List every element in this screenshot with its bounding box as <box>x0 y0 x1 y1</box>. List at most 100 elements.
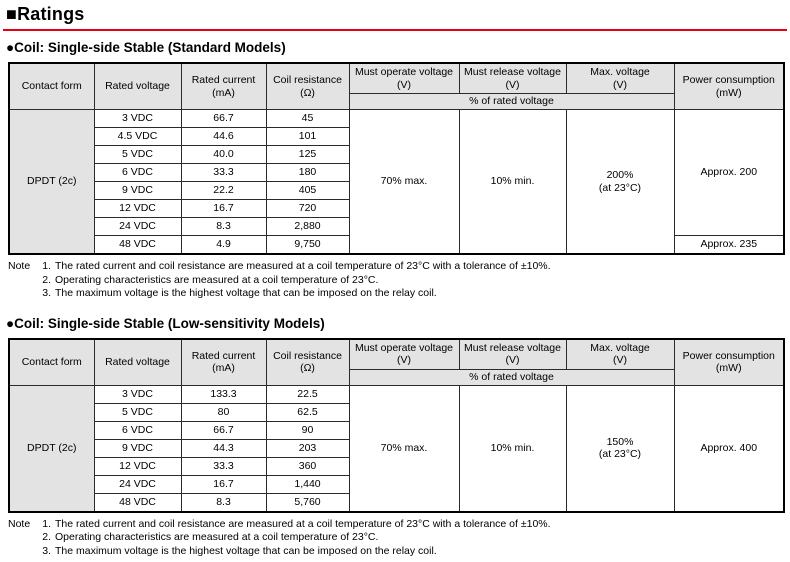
note-text: The rated current and coil resistance ar… <box>55 260 551 272</box>
notes-low-sensitivity: Note 1. The rated current and coil resis… <box>8 518 790 559</box>
coil-resistance-cell: 101 <box>265 127 350 146</box>
rated-current-cell: 33.3 <box>180 163 267 182</box>
page-title-text: Ratings <box>17 4 85 24</box>
notes-standard: Note 1. The rated current and coil resis… <box>8 260 790 301</box>
subheader-row: % of rated voltage <box>9 93 784 110</box>
note-line: 2. Operating characteristics are measure… <box>8 274 790 288</box>
note-line: Note 1. The rated current and coil resis… <box>8 260 790 274</box>
note-number: 2. <box>42 273 51 286</box>
section-heading-text: Coil: Single-side Stable (Standard Model… <box>14 40 286 55</box>
contact-form-header: Contact form <box>8 338 95 386</box>
coil-resistance-cell: 45 <box>265 109 350 128</box>
must-operate-cell: 70% max. <box>348 384 460 512</box>
coil-resistance-header: Coil resistance (Ω) <box>265 62 350 110</box>
contact-form-cell: DPDT (2c) <box>8 109 95 255</box>
circle-bullet-icon: ● <box>6 315 15 331</box>
rated-current-cell: 44.6 <box>180 127 267 146</box>
max-voltage-header: Max. voltage (V) <box>565 62 675 94</box>
note-number: 3. <box>42 544 51 557</box>
rated-current-cell: 8.3 <box>180 217 267 236</box>
rated-voltage-cell: 48 VDC <box>93 235 182 255</box>
pct-of-rated-header: % of rated voltage <box>348 368 675 386</box>
table-row: 5 VDC 80 62.5 <box>9 402 784 422</box>
rated-voltage-cell: 5 VDC <box>93 402 182 422</box>
rated-current-header: Rated current (mA) <box>180 338 267 386</box>
contact-form-header: Contact form <box>8 62 95 110</box>
subheader-row: % of rated voltage <box>9 368 784 386</box>
coil-resistance-cell: 405 <box>265 181 350 200</box>
rated-current-cell: 133.3 <box>180 384 267 404</box>
must-operate-header: Must operate voltage (V) <box>348 338 460 370</box>
low-sensitivity-models-table: Contact form Rated voltage Rated current… <box>8 337 785 513</box>
coil-resistance-cell: 125 <box>265 145 350 164</box>
power-consumption-cell: Approx. 200 <box>673 109 785 236</box>
table-row: 48 VDC 8.3 5,760 <box>9 492 784 512</box>
coil-resistance-cell: 90 <box>265 420 350 440</box>
table-row: DPDT (2c) 3 VDC 133.3 22.5 70% max. 10% … <box>8 384 785 512</box>
rated-current-cell: 66.7 <box>180 420 267 440</box>
rated-voltage-cell: 6 VDC <box>93 420 182 440</box>
rated-voltage-cell: 9 VDC <box>93 181 182 200</box>
rated-current-cell: 16.7 <box>180 474 267 494</box>
rated-current-cell: 33.3 <box>180 456 267 476</box>
note-label: Note <box>8 517 31 530</box>
note-text: The maximum voltage is the highest volta… <box>55 544 437 557</box>
table-row: 6 VDC 33.3 180 <box>9 163 784 182</box>
rated-current-cell: 22.2 <box>180 181 267 200</box>
square-bullet-icon: ■ <box>6 4 18 24</box>
table-row: 6 VDC 66.7 90 <box>9 420 784 440</box>
note-line: 2. Operating characteristics are measure… <box>8 531 790 545</box>
table-row: DPDT (2c) 3 VDC 66.7 45 70% max. 10% min… <box>8 109 785 255</box>
note-line: 3. The maximum voltage is the highest vo… <box>8 287 790 301</box>
rated-current-cell: 66.7 <box>180 109 267 128</box>
header-row: Contact form Rated voltage Rated current… <box>8 338 785 386</box>
section-heading-low-sensitivity: ●Coil: Single-side Stable (Low-sensitivi… <box>6 316 790 332</box>
max-voltage-header: Max. voltage (V) <box>565 338 675 370</box>
note-number: 3. <box>42 287 51 299</box>
must-release-cell: 10% min. <box>458 384 567 512</box>
note-number: 2. <box>42 531 51 543</box>
page-title: ■Ratings <box>6 3 790 25</box>
section-heading-standard: ●Coil: Single-side Stable (Standard Mode… <box>6 40 790 56</box>
note-label: Note <box>8 260 31 272</box>
note-number: 1. <box>42 517 51 530</box>
coil-resistance-cell: 360 <box>265 456 350 476</box>
max-voltage-cell: 150% (at 23°C) <box>565 384 675 512</box>
rated-voltage-cell: 24 VDC <box>93 474 182 494</box>
header-row: Contact form Rated voltage Rated current… <box>8 62 785 110</box>
rated-current-cell: 8.3 <box>180 492 267 512</box>
circle-bullet-icon: ● <box>6 40 15 55</box>
table-row: 12 VDC 16.7 720 <box>9 199 784 218</box>
rated-current-cell: 40.0 <box>180 145 267 164</box>
power-consumption-header: Power consumption (mW) <box>673 62 785 110</box>
power-consumption-last-cell: Approx. 235 <box>673 235 785 255</box>
rated-current-header: Rated current (mA) <box>180 62 267 110</box>
coil-resistance-cell: 2,880 <box>265 217 350 236</box>
rated-voltage-header: Rated voltage <box>93 338 182 386</box>
coil-resistance-cell: 203 <box>265 438 350 458</box>
rated-current-cell: 44.3 <box>180 438 267 458</box>
coil-resistance-cell: 62.5 <box>265 402 350 422</box>
rated-voltage-cell: 3 VDC <box>93 109 182 128</box>
power-consumption-cell: Approx. 400 <box>673 384 785 512</box>
title-rule <box>3 29 787 31</box>
must-release-cell: 10% min. <box>458 109 567 255</box>
pct-of-rated-header: % of rated voltage <box>348 93 675 110</box>
rated-voltage-cell: 48 VDC <box>93 492 182 512</box>
max-voltage-cell: 200% (at 23°C) <box>565 109 675 255</box>
rated-voltage-cell: 3 VDC <box>93 384 182 404</box>
standard-models-table: Contact form Rated voltage Rated current… <box>8 62 785 255</box>
must-operate-header: Must operate voltage (V) <box>348 62 460 94</box>
coil-resistance-header: Coil resistance (Ω) <box>265 338 350 386</box>
coil-resistance-cell: 720 <box>265 199 350 218</box>
must-operate-cell: 70% max. <box>348 109 460 255</box>
rated-voltage-cell: 9 VDC <box>93 438 182 458</box>
rated-voltage-header: Rated voltage <box>93 62 182 110</box>
coil-resistance-cell: 180 <box>265 163 350 182</box>
contact-form-cell: DPDT (2c) <box>8 384 95 512</box>
note-text: Operating characteristics are measured a… <box>55 273 379 286</box>
note-number: 1. <box>42 260 51 272</box>
power-consumption-header: Power consumption (mW) <box>673 338 785 386</box>
rated-current-cell: 4.9 <box>180 235 267 255</box>
rated-voltage-cell: 5 VDC <box>93 145 182 164</box>
